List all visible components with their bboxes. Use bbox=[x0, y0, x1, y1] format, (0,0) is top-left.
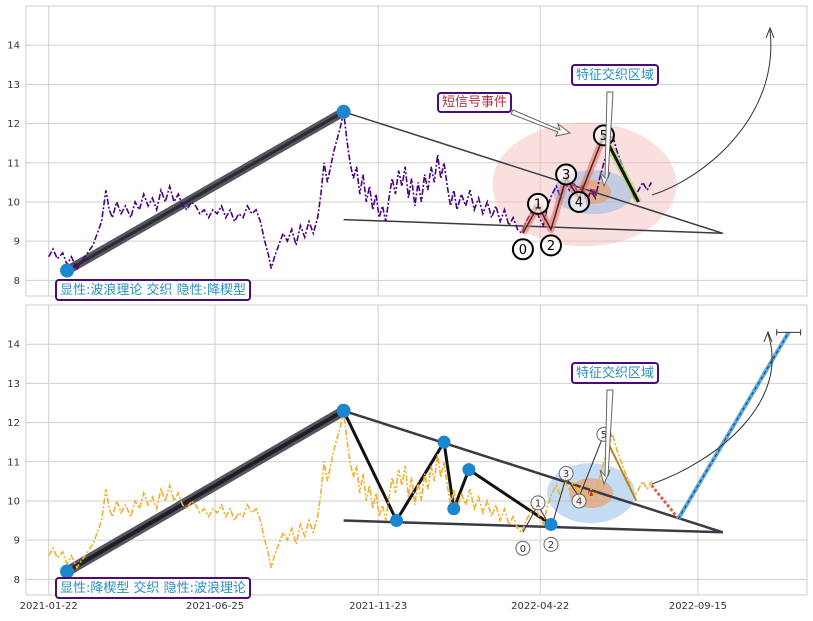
projection-arrowhead bbox=[763, 330, 773, 343]
x-tick-label: 2021-11-23 bbox=[349, 601, 407, 612]
wave-point-1-label: 1 bbox=[535, 498, 541, 509]
wave-point-2-label: 2 bbox=[548, 540, 554, 551]
price-line bbox=[47, 111, 653, 271]
x-tick-label: 2021-06-25 bbox=[186, 601, 244, 612]
wave-point-5-label: 5 bbox=[600, 129, 608, 144]
bottom-y-tick-labels: 8 9 10 11 12 13 14 bbox=[7, 340, 20, 586]
x-tick-label: 2021-01-22 bbox=[20, 601, 78, 612]
top-markers: 0 1 2 34 5 bbox=[60, 104, 615, 278]
wedge-upper-line bbox=[343, 111, 723, 235]
wave-point-4-label: 4 bbox=[575, 195, 583, 210]
impulse-start-marker bbox=[60, 564, 75, 579]
wedge-point-marker bbox=[544, 517, 558, 531]
impulse-start-marker bbox=[60, 263, 75, 278]
wave-point-5-label: 5 bbox=[601, 430, 607, 441]
pattern-label-box bbox=[55, 577, 252, 599]
wedge-point-marker bbox=[447, 502, 461, 516]
x-tick-labels: 2021-01-22 2021-06-25 2021-11-23 2022-04-22… bbox=[20, 601, 727, 612]
y-tick-label: 13 bbox=[7, 379, 20, 390]
wave-point-4-label: 4 bbox=[576, 496, 582, 507]
wedge-lower-line bbox=[343, 519, 723, 534]
y-tick-label: 8 bbox=[14, 276, 20, 287]
feature-arrow bbox=[599, 389, 614, 486]
impulse-peak-marker bbox=[336, 403, 351, 418]
projection-line-dash bbox=[678, 332, 790, 519]
bottom-plot-frame bbox=[25, 304, 808, 596]
wave-point-0-marker bbox=[515, 540, 531, 556]
event-label-box bbox=[437, 92, 513, 113]
projection-arrow bbox=[651, 333, 773, 485]
y-tick-label: 8 bbox=[14, 575, 20, 586]
y-tick-label: 12 bbox=[7, 119, 20, 130]
y-tick-label: 14 bbox=[7, 41, 20, 52]
y-tick-label: 12 bbox=[7, 418, 20, 429]
breakout-segment bbox=[650, 484, 680, 520]
bottom-gridlines bbox=[26, 305, 807, 595]
wave-point-0-label: 0 bbox=[519, 243, 527, 258]
wave-point-3-label: 3 bbox=[563, 469, 569, 480]
y-tick-label: 10 bbox=[7, 496, 20, 507]
top-y-tick-labels: 8 9 10 11 12 13 14 bbox=[7, 41, 20, 287]
wave-point-0-marker bbox=[511, 238, 534, 261]
feature-label: 特征交织区域 bbox=[576, 67, 654, 83]
y-tick-label: 9 bbox=[14, 237, 20, 248]
y-tick-label: 14 bbox=[7, 340, 20, 351]
event-arrow bbox=[510, 109, 572, 137]
wave-point-3-marker bbox=[555, 163, 578, 186]
impulse-peak-marker bbox=[336, 104, 351, 119]
pattern-label-box bbox=[55, 279, 252, 301]
feature-label-box bbox=[571, 362, 660, 384]
wedge-point-marker bbox=[390, 514, 404, 528]
y-tick-label: 10 bbox=[7, 197, 20, 208]
event-label: 短信号事件 bbox=[442, 95, 507, 110]
y-tick-label: 11 bbox=[7, 457, 20, 468]
wave-point-2-marker bbox=[543, 536, 559, 552]
impulse-wave-core bbox=[66, 409, 345, 574]
feature-label: 特征交织区域 bbox=[576, 365, 654, 381]
y-tick-label: 11 bbox=[7, 158, 20, 169]
wave-point-4-marker bbox=[571, 493, 587, 509]
impulse-wave-core bbox=[66, 110, 345, 272]
wave-point-1-label: 1 bbox=[534, 197, 542, 212]
top-gridlines bbox=[26, 6, 807, 296]
y-tick-label: 13 bbox=[7, 80, 20, 91]
top-plot-frame bbox=[25, 5, 808, 297]
x-tick-label: 2022-09-15 bbox=[669, 601, 727, 612]
x-tick-label: 2022-04-22 bbox=[511, 601, 569, 612]
pattern-label: 显性:波浪理论 交织 隐性:降楔型 bbox=[60, 282, 246, 298]
wave-point-3-marker bbox=[558, 466, 574, 482]
wedge-point-marker bbox=[462, 463, 476, 477]
wedge-point-marker bbox=[437, 435, 451, 449]
wave-point-2-label: 2 bbox=[547, 239, 555, 254]
projection-arrow bbox=[651, 29, 772, 196]
wave-point-0-label: 0 bbox=[520, 544, 526, 555]
wedge-upper-line bbox=[343, 409, 724, 534]
wave-point-1-marker bbox=[527, 192, 550, 215]
feature-arrow bbox=[599, 91, 614, 188]
wave-point-2-marker bbox=[539, 234, 562, 257]
top-wave-lines bbox=[62, 107, 723, 276]
price-line bbox=[47, 410, 653, 570]
wedge-lower-line bbox=[343, 218, 723, 235]
projection-arrowhead bbox=[765, 26, 775, 39]
wave-point-1-marker bbox=[530, 495, 546, 511]
y-tick-label: 9 bbox=[14, 536, 20, 547]
wave-point-4-marker bbox=[568, 190, 591, 213]
wave-point-3-label: 3 bbox=[562, 168, 570, 183]
pattern-label: 显性:降楔型 交织 隐性:波浪理论 bbox=[60, 580, 246, 596]
feature-label-box bbox=[571, 64, 660, 86]
